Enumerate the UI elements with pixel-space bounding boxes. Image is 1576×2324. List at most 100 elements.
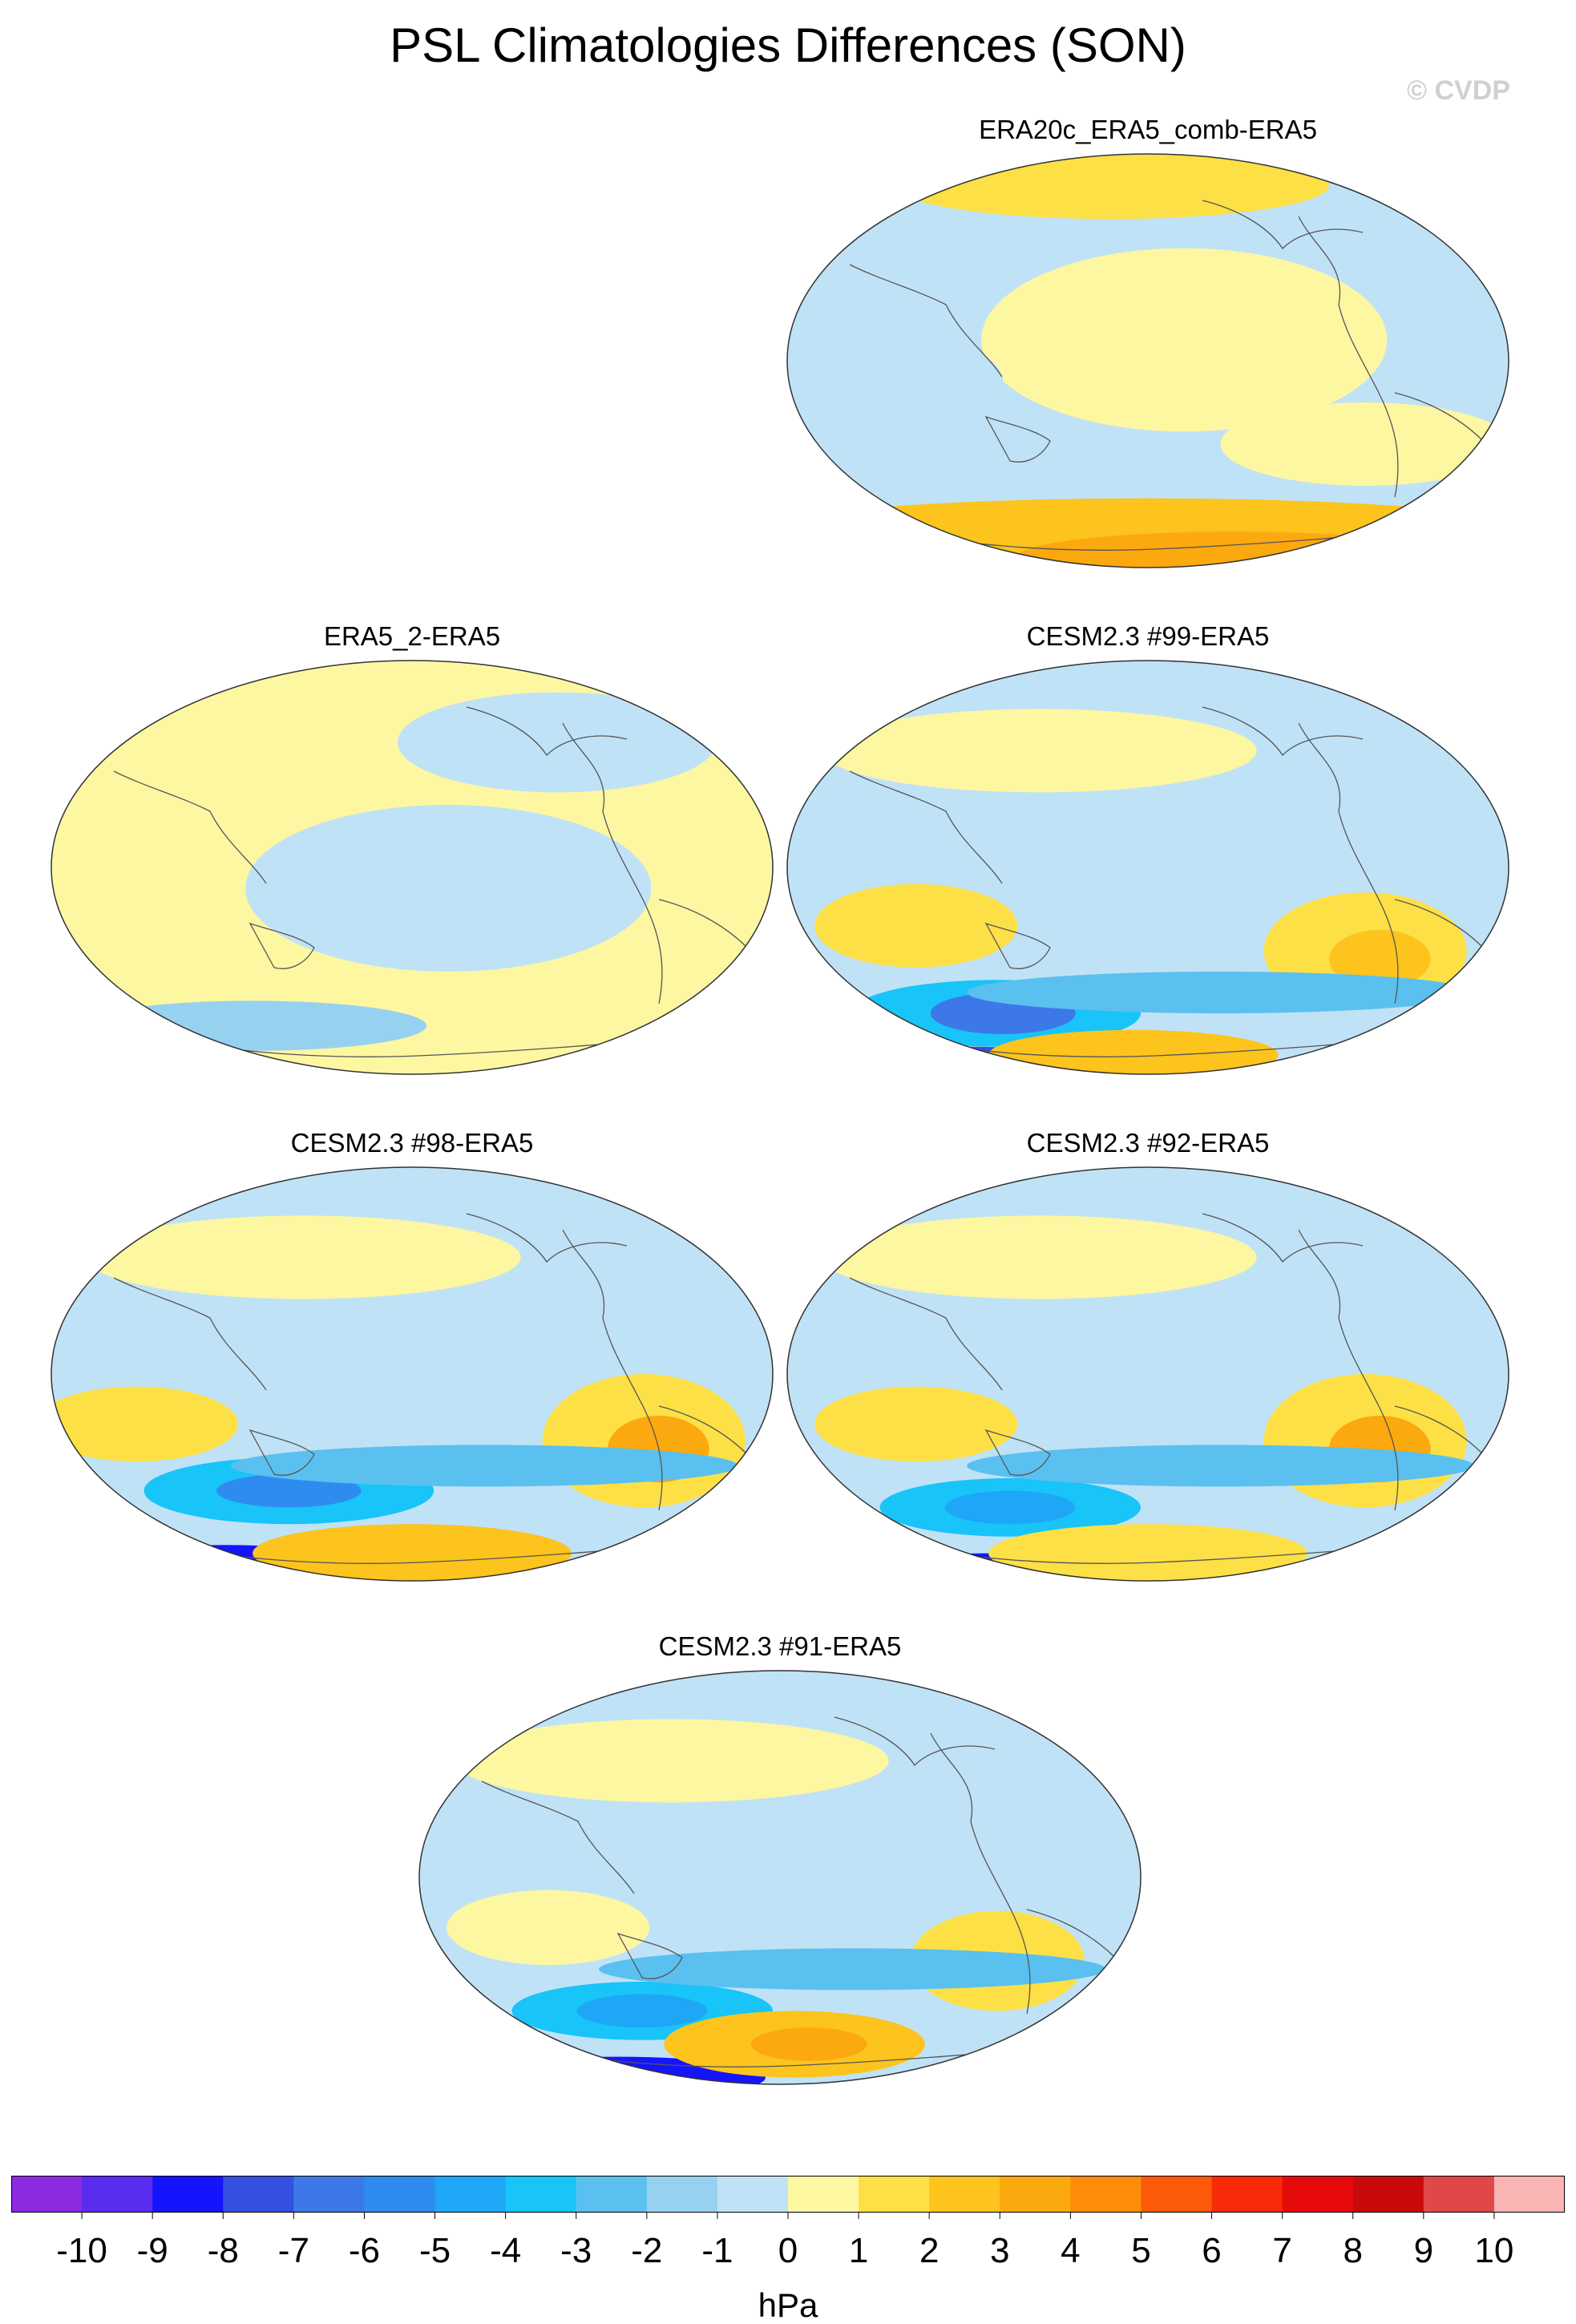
- field-contour: [822, 1215, 1257, 1299]
- field-contour: [894, 154, 1329, 220]
- colorbar-tick-label: -4: [490, 2231, 521, 2270]
- map-panel-cesm92: CESM2.3 #92-ERA5: [786, 1127, 1510, 1640]
- colorbar-tick-label: 4: [1061, 2231, 1080, 2270]
- map-outline: [51, 660, 774, 1075]
- field-contour: [814, 883, 1018, 968]
- panel-title: CESM2.3 #92-ERA5: [1026, 1128, 1270, 1158]
- coastline: [1202, 200, 1364, 250]
- field-contour: [829, 340, 1004, 423]
- colorbar-swatch: [505, 2176, 577, 2213]
- map-outline: [418, 1670, 1142, 2085]
- map-cesm92: [786, 1166, 1509, 1582]
- colorbar-tick-label: 1: [849, 2231, 868, 2270]
- colorbar-swatch: [788, 2176, 859, 2213]
- field-contour: [86, 1215, 521, 1299]
- colorbar-swatch: [1211, 2176, 1283, 2213]
- field-contour: [814, 1386, 1018, 1462]
- coastline: [984, 415, 1051, 463]
- colorbar-swatch: [576, 2176, 648, 2213]
- figure-title: PSL Climatologies Differences (SON): [390, 18, 1186, 72]
- colorbar-tick-label: -10: [56, 2231, 107, 2270]
- colorbar-tick-label: -5: [419, 2231, 451, 2270]
- coastline: [249, 922, 315, 969]
- map-panel-era20c: ERA20c_ERA5_comb-ERA5: [786, 114, 1510, 627]
- colorbar-tick-label: 10: [1474, 2231, 1513, 2270]
- colorbar-swatch: [82, 2176, 153, 2213]
- map-panel-cesm99: CESM2.3 #99-ERA5: [786, 620, 1510, 1134]
- colorbar-swatch: [1423, 2176, 1495, 2213]
- map-cesm91: [418, 1670, 1142, 2085]
- coastline: [562, 722, 663, 1004]
- panel-title: CESM2.3 #98-ERA5: [290, 1128, 534, 1158]
- field-contour: [576, 1994, 708, 2028]
- colorbar-tick-label: -6: [349, 2231, 380, 2270]
- colorbar-tick-label: 2: [919, 2231, 939, 2270]
- coastline: [1298, 722, 1399, 1004]
- coastline: [466, 1213, 628, 1263]
- map-era5_2: [51, 660, 774, 1075]
- colorbar-swatch: [859, 2176, 930, 2213]
- colorbar-tick-label: 8: [1343, 2231, 1362, 2270]
- field-contour: [79, 1000, 427, 1051]
- panel-title: CESM2.3 #99-ERA5: [1026, 621, 1270, 651]
- colorbar-swatch: [1493, 2176, 1565, 2213]
- colorbar-swatch: [1000, 2176, 1071, 2213]
- coastline: [466, 706, 628, 757]
- colorbar-tick-label: -2: [631, 2231, 662, 2270]
- colorbar-tick-label: -1: [701, 2231, 733, 2270]
- map-cesm99: [786, 660, 1509, 1075]
- colorbar-tick-label: -3: [560, 2231, 592, 2270]
- coastline: [849, 1277, 1003, 1391]
- colorbar-swatch: [223, 2176, 294, 2213]
- colorbar-tick-label: 7: [1272, 2231, 1291, 2270]
- coastline: [249, 1429, 315, 1476]
- coastline: [834, 1716, 996, 1767]
- coastline: [1298, 1229, 1399, 1511]
- coastline: [1298, 216, 1399, 498]
- field-contour: [822, 709, 1257, 793]
- colorbar-tick-label: -7: [278, 2231, 309, 2270]
- colorbar-tick-label: 0: [778, 2231, 798, 2270]
- map-cesm98: [51, 1166, 774, 1582]
- colorbar-swatch: [1070, 2176, 1142, 2213]
- field-contour: [216, 1473, 362, 1508]
- coastline: [1202, 1213, 1364, 1263]
- field-contour: [750, 2027, 867, 2061]
- panel-title: CESM2.3 #91-ERA5: [658, 1631, 902, 1661]
- colorbar: -10 -9 -8 -7 -6 -5 -4 -3 -2 -1 0 1 2 3 4 5 6 7 8 9 10: [11, 2176, 1565, 2270]
- field-contour: [1329, 930, 1431, 988]
- field-contour: [253, 1524, 572, 1581]
- field-contour: [1220, 402, 1509, 486]
- colorbar-tick-label: 6: [1202, 2231, 1221, 2270]
- field-contour: [454, 1719, 889, 1803]
- colorbar-tick-label: -9: [137, 2231, 168, 2270]
- field-contour: [967, 972, 1474, 1013]
- colorbar-units: hPa: [758, 2286, 818, 2324]
- colorbar-swatch: [152, 2176, 224, 2213]
- coastline: [849, 264, 1003, 378]
- cvdp-watermark: © CVDP: [1407, 75, 1510, 106]
- panel-title: ERA20c_ERA5_comb-ERA5: [979, 115, 1317, 144]
- map-panel-era5-2: ERA5_2-ERA5: [50, 620, 774, 1134]
- colorbar-swatch: [293, 2176, 365, 2213]
- colorbar-swatch: [646, 2176, 718, 2213]
- coastline: [1202, 706, 1364, 757]
- coastline: [481, 1780, 635, 1894]
- coastline: [616, 1932, 683, 1979]
- field-contour: [245, 805, 652, 972]
- field-contour: [447, 1890, 650, 1966]
- colorbar-swatch: [1352, 2176, 1424, 2213]
- map-outline: [786, 660, 1509, 1075]
- map-outline: [786, 153, 1509, 568]
- colorbar-swatch: [434, 2176, 507, 2213]
- panel-title: ERA5_2-ERA5: [323, 621, 501, 651]
- field-contour: [988, 1029, 1279, 1074]
- coastline: [984, 922, 1051, 969]
- colorbar-tick-label: 9: [1414, 2231, 1433, 2270]
- coastline: [930, 1732, 1031, 2015]
- field-contour: [988, 1524, 1307, 1581]
- coastline: [113, 1277, 267, 1391]
- field-contour: [981, 248, 1388, 432]
- field-contour: [599, 1948, 1106, 1991]
- colorbar-swatch: [11, 2176, 83, 2213]
